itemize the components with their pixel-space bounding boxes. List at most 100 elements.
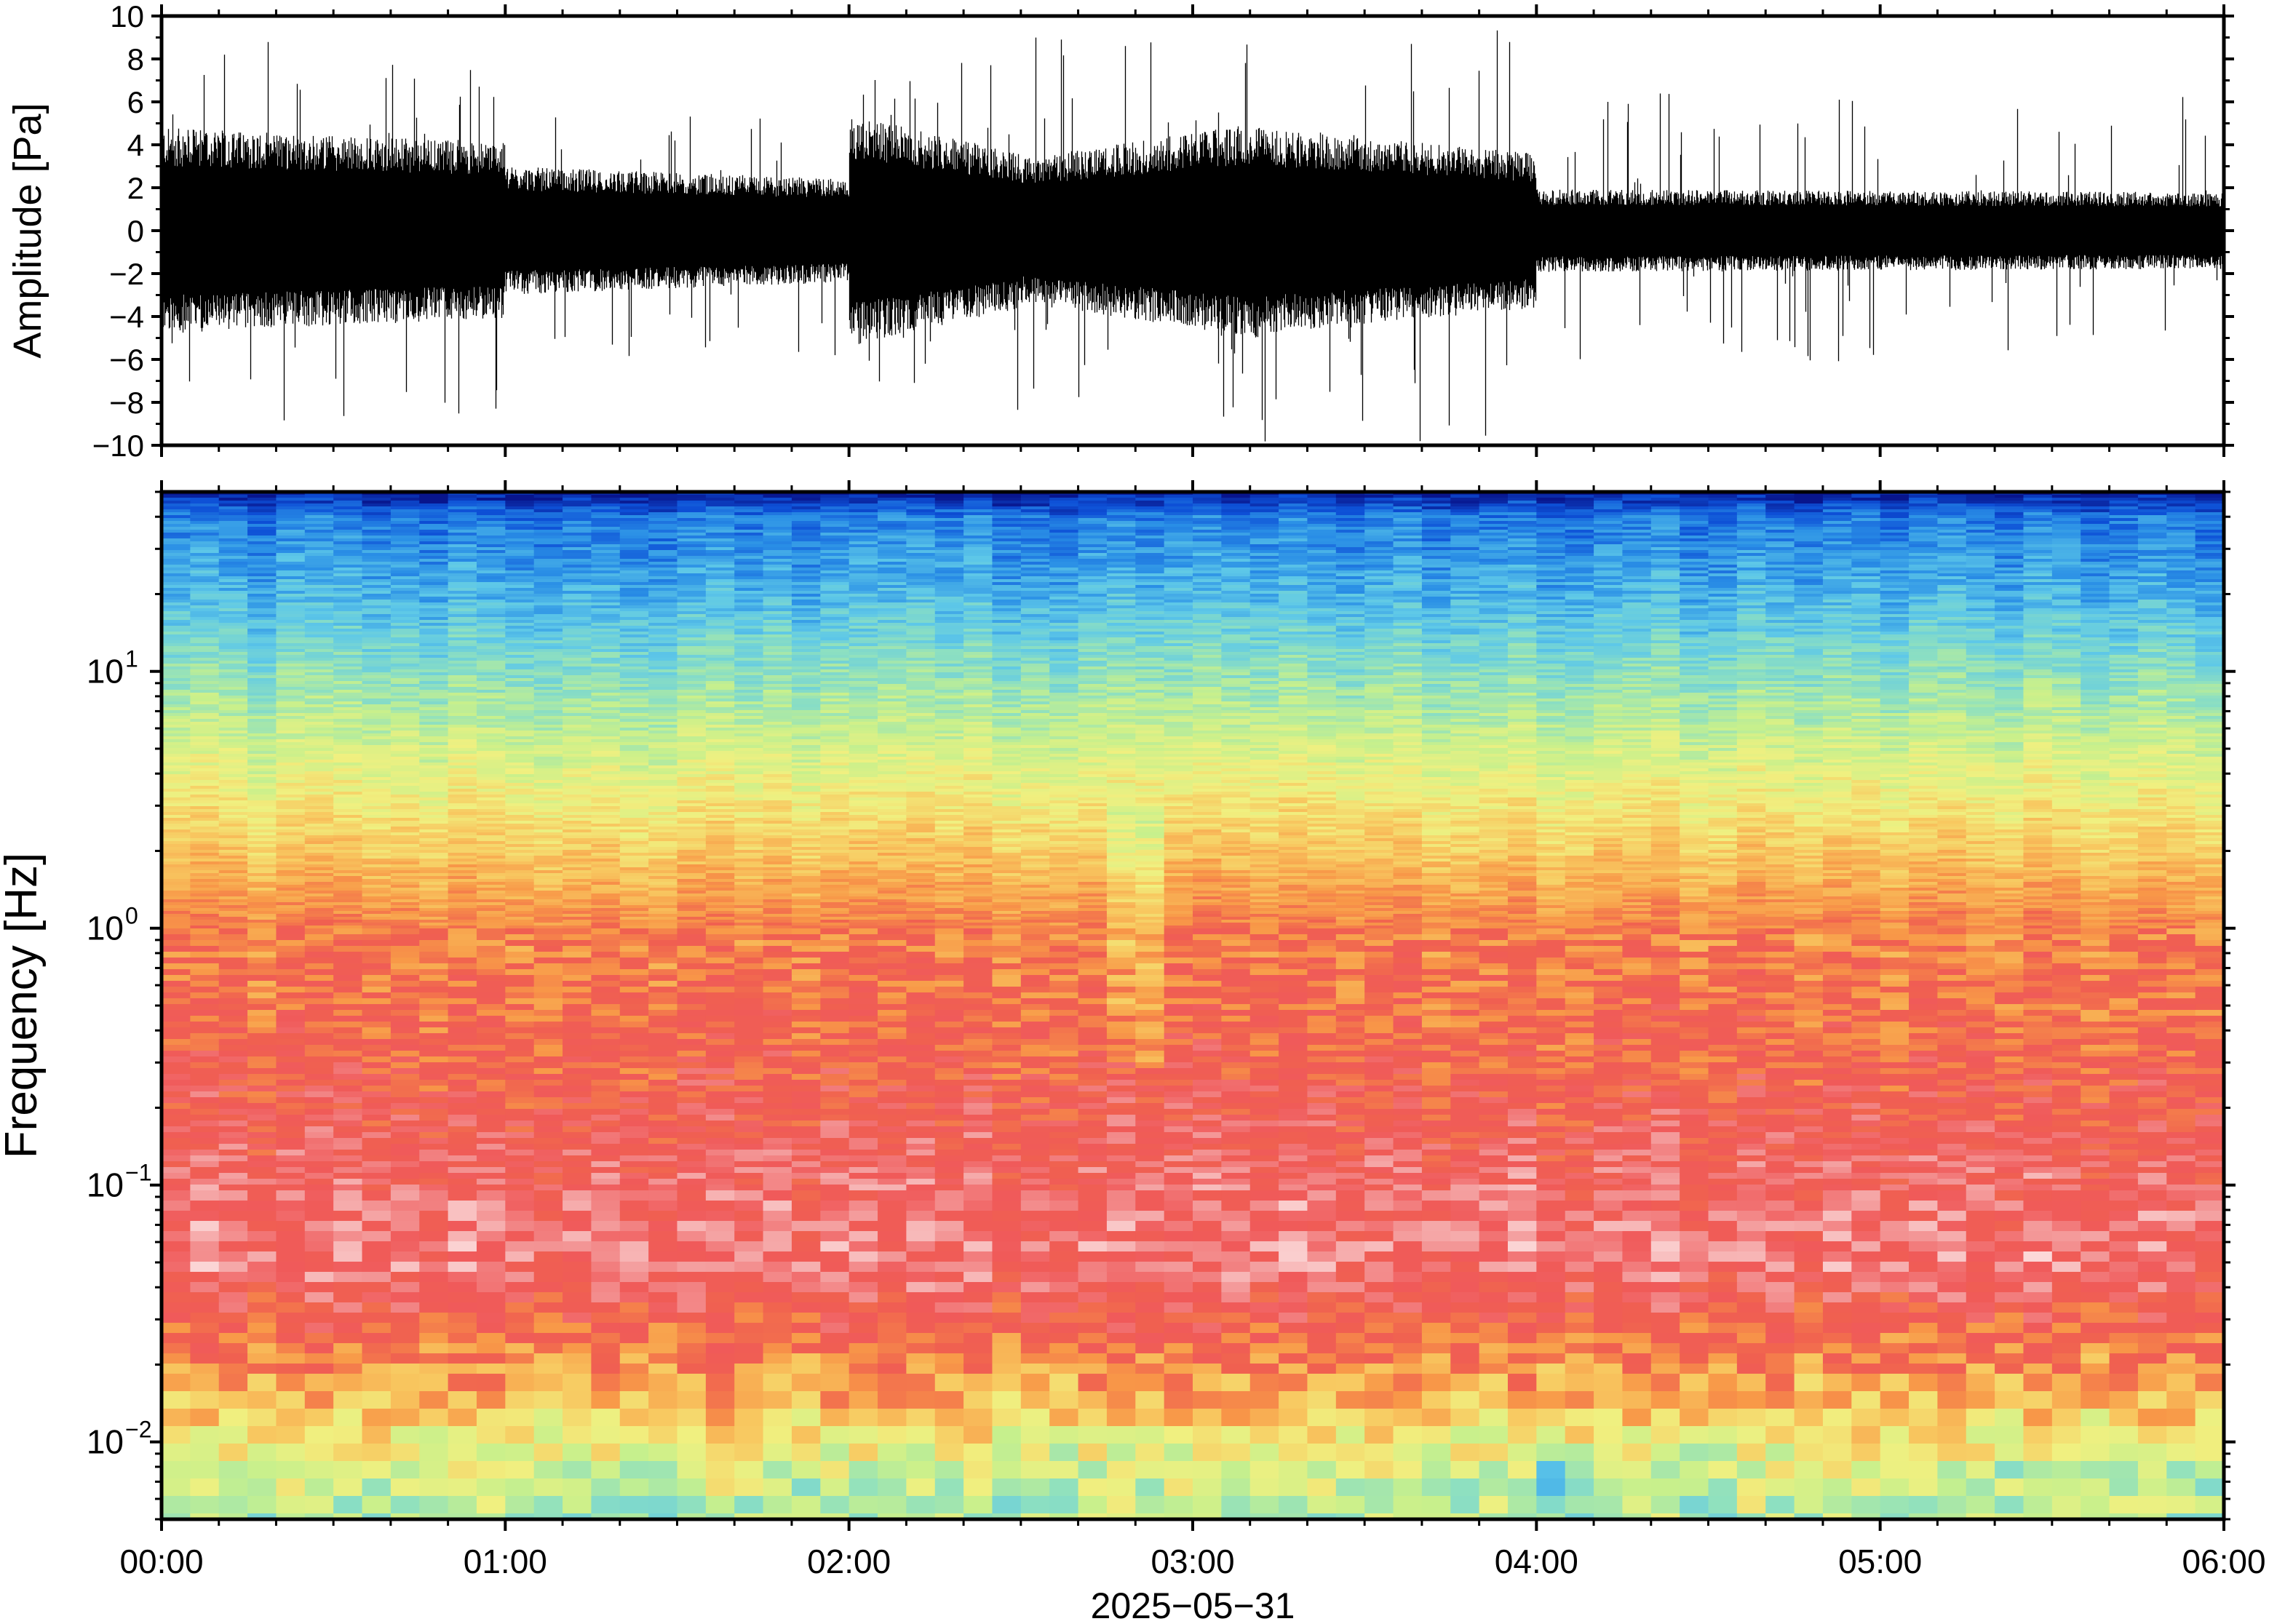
spectrogram-cell — [992, 626, 1021, 629]
spectrogram-cell — [276, 655, 305, 658]
spectrogram-cell — [1364, 527, 1394, 530]
spectrogram-cell — [963, 565, 993, 568]
spectrogram-cell — [763, 658, 792, 661]
spectrogram-cell — [1995, 632, 2024, 635]
spectrogram-cell — [1937, 547, 1966, 551]
spectrogram-cell — [247, 675, 277, 679]
spectrogram-cell — [1565, 658, 1594, 661]
spectrogram-cell — [963, 576, 993, 580]
spectrogram-cell — [1995, 669, 2024, 673]
spectrogram-cell — [992, 666, 1021, 670]
spectrogram-cell — [305, 637, 334, 641]
spectrogram-cell — [849, 632, 878, 635]
spectrogram-cell — [1107, 544, 1136, 548]
spectrogram-cell — [534, 669, 563, 673]
spectrogram-cell — [1307, 640, 1336, 644]
spectrogram-cell — [563, 512, 592, 516]
spectrogram-cell — [1279, 658, 1308, 661]
spectrogram-cell — [763, 541, 792, 545]
spectrogram-cell — [620, 617, 649, 621]
waveform-y-tick-label: −10 — [92, 429, 144, 463]
spectrogram-cell — [1565, 579, 1594, 583]
spectrogram-cell — [1795, 538, 1824, 542]
spectrogram-cell — [878, 515, 907, 519]
spectrogram-cell — [1508, 562, 1537, 565]
spectrogram-cell — [534, 579, 563, 583]
spectrogram-cell — [792, 544, 821, 548]
spectrogram-cell — [247, 623, 277, 626]
spectrogram-cell — [1594, 666, 1623, 670]
spectrogram-cell — [247, 646, 277, 650]
spectrogram-cell — [563, 550, 592, 554]
spectrogram-cell — [2052, 506, 2081, 510]
spectrogram-cell — [1966, 646, 1995, 650]
spectrogram-cell — [1622, 620, 1651, 624]
spectrogram-cell — [1823, 544, 1852, 548]
spectrogram-cell — [1422, 591, 1451, 594]
spectrogram-cell — [448, 591, 477, 594]
spectrogram-cell — [935, 666, 964, 670]
spectrogram-cell — [648, 556, 677, 560]
spectrogram-cell — [1594, 678, 1623, 682]
spectrogram-cell — [505, 669, 534, 673]
spectrogram-cell — [1709, 573, 1738, 577]
spectrogram-cell — [1107, 515, 1136, 519]
spectrogram-cell — [1307, 632, 1336, 635]
spectrogram-cell — [1680, 524, 1709, 528]
spectrogram-cell — [2081, 597, 2110, 600]
spectrogram-cell — [505, 643, 534, 647]
spectrogram-cell — [1422, 568, 1451, 571]
spectrogram-cell — [2166, 585, 2196, 589]
spectrogram-cell — [906, 503, 935, 507]
spectrogram-cell — [2052, 623, 2081, 626]
spectrogram-cell — [1307, 666, 1336, 670]
spectrogram-cell — [477, 640, 506, 644]
spectrogram-cell — [477, 521, 506, 525]
spectrogram-cell — [591, 611, 620, 615]
spectrogram-cell — [2052, 617, 2081, 621]
spectrogram-cell — [648, 591, 677, 594]
spectrogram-cell — [591, 652, 620, 656]
spectrogram-cell — [1508, 637, 1537, 641]
spectrogram-cell — [1565, 509, 1594, 513]
spectrogram-cell — [1966, 600, 1995, 603]
spectrogram-cell — [1364, 655, 1394, 658]
spectrogram-cell — [563, 669, 592, 673]
spectrogram-cell — [1450, 579, 1479, 583]
spectrogram-cell — [763, 664, 792, 667]
spectrogram-cell — [1394, 626, 1423, 629]
spectrogram-cell — [333, 544, 362, 548]
spectrogram-cell — [1709, 681, 1738, 685]
spectrogram-cell — [1479, 512, 1509, 516]
spectrogram-cell — [1594, 632, 1623, 635]
spectrogram-cell — [1135, 678, 1164, 682]
spectrogram-cell — [1594, 600, 1623, 603]
spectrogram-cell — [935, 600, 964, 603]
spectrogram-cell — [820, 634, 849, 638]
spectrogram-cell — [1937, 512, 1966, 516]
spectrogram-cell — [1307, 634, 1336, 638]
spectrogram-cell — [1795, 623, 1824, 626]
spectrogram-cell — [448, 553, 477, 557]
spectrogram-cell — [162, 600, 191, 603]
spectrogram-cell — [849, 536, 878, 539]
spectrogram-cell — [1107, 617, 1136, 621]
spectrogram-cell — [677, 643, 707, 647]
spectrogram-cell — [1651, 611, 1680, 615]
spectrogram-cell — [648, 559, 677, 562]
spectrogram-cell — [935, 524, 964, 528]
spectrogram-cell — [534, 591, 563, 594]
spectrogram-cell — [1737, 652, 1766, 656]
spectrogram-cell — [1937, 582, 1966, 586]
spectrogram-cell — [2052, 495, 2081, 498]
spectrogram-cell — [792, 498, 821, 501]
spectrogram-cell — [419, 524, 448, 528]
spectrogram-cell — [2052, 652, 2081, 656]
spectrogram-cell — [820, 600, 849, 603]
spectrogram-cell — [1680, 495, 1709, 498]
spectrogram-cell — [1279, 530, 1308, 533]
spectrogram-cell — [162, 585, 191, 589]
spectrogram-cell — [1422, 649, 1451, 653]
spectrogram-cell — [162, 576, 191, 580]
spectrogram-cell — [1279, 646, 1308, 650]
